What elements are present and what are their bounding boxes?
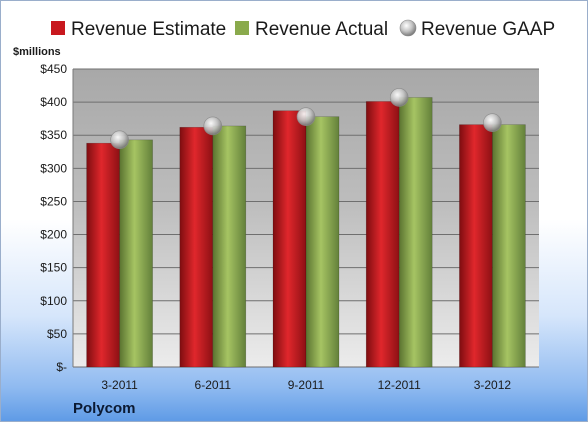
legend: Revenue Estimate Revenue Actual Revenue GA… xyxy=(51,19,555,40)
x-tick-label: 3-2011 xyxy=(101,378,138,392)
estimate-bar xyxy=(365,101,400,368)
y-tick-label: $150 xyxy=(40,261,67,275)
gaap-marker xyxy=(203,116,223,136)
x-tick-label: 6-2011 xyxy=(195,378,232,392)
legend-label: Revenue GAAP xyxy=(421,19,555,40)
y-tick-label: $200 xyxy=(40,228,67,242)
legend-swatch xyxy=(235,21,249,35)
legend-marker xyxy=(399,19,417,37)
x-tick-label: 9-2011 xyxy=(288,378,325,392)
y-tick-label: $300 xyxy=(40,161,67,175)
actual-bar xyxy=(492,124,526,368)
actual-bar xyxy=(119,139,153,368)
y-tick-label: $350 xyxy=(40,128,67,142)
actual-bar xyxy=(398,97,433,368)
y-axis-unit-label: $millions xyxy=(13,46,61,58)
gaap-markers xyxy=(110,88,502,150)
x-tick-label: 3-2012 xyxy=(474,378,512,392)
y-tick-label: $- xyxy=(56,360,67,374)
gaap-marker xyxy=(296,107,316,126)
x-tick-label: 12-2011 xyxy=(378,378,421,392)
legend-swatch xyxy=(51,21,65,35)
actual-bar xyxy=(212,125,247,368)
y-tick-label: $100 xyxy=(40,294,67,308)
estimate-bar xyxy=(179,126,214,368)
legend-label: Revenue Actual xyxy=(255,19,388,40)
bars xyxy=(86,97,526,368)
y-axis-ticks: $- $50 $100 $150 $200 $250 $300 $350 $400 $450 xyxy=(40,62,67,374)
x-axis-ticks: 3-2011 6-2011 9-2011 12-2011 3-2012 xyxy=(101,378,511,392)
y-tick-label: $250 xyxy=(40,194,67,208)
company-label: Polycom xyxy=(73,400,136,417)
actual-bar xyxy=(305,116,340,368)
gaap-marker xyxy=(110,130,129,150)
y-tick-label: $450 xyxy=(40,62,67,76)
legend-label: Revenue Estimate xyxy=(71,19,226,40)
y-tick-label: $400 xyxy=(40,95,67,109)
estimate-bar xyxy=(86,142,120,368)
estimate-bar xyxy=(272,110,307,368)
gaap-marker xyxy=(389,88,409,107)
y-tick-label: $50 xyxy=(47,327,67,341)
estimate-bar xyxy=(459,124,493,368)
gaap-marker xyxy=(483,113,502,132)
